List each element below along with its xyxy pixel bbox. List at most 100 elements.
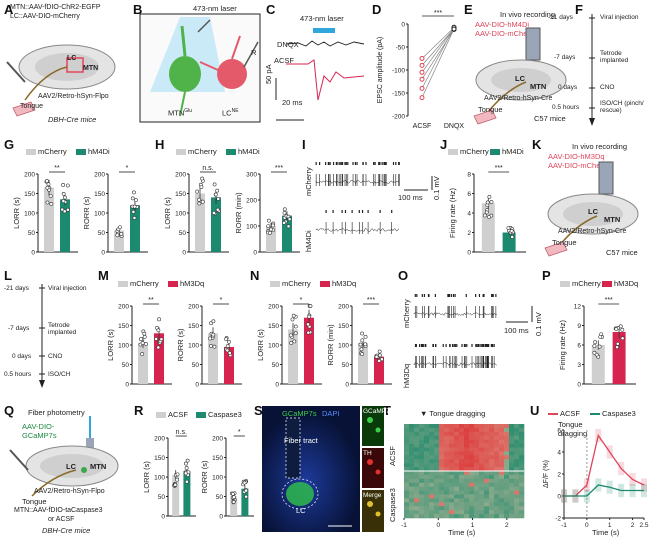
t-cell: [469, 490, 475, 495]
t-cell: [509, 467, 515, 472]
t-cell: [434, 490, 440, 495]
t-cell: [459, 459, 465, 464]
O-top-tick: [478, 294, 481, 297]
h-right-point: [282, 221, 286, 225]
t-cell: [434, 451, 440, 456]
n-right-point: [374, 354, 379, 359]
t-cell: [489, 486, 495, 491]
t-cell: [519, 424, 525, 429]
t-cell: [484, 463, 490, 468]
t-cell: [459, 474, 465, 480]
t-cell: [494, 431, 500, 437]
g-left-bar-0: [44, 187, 54, 252]
h-right-point: [268, 230, 273, 235]
t-cell: [519, 471, 525, 476]
t-cell: [434, 435, 440, 440]
t-cell: [449, 474, 455, 480]
t-cell: [409, 486, 415, 491]
t-cell: [519, 498, 525, 503]
t-cell: [449, 424, 455, 429]
t-cell: [509, 486, 515, 491]
l-step2-label: Tetrode implanted: [48, 322, 77, 336]
t-cell: [484, 467, 490, 472]
g-left-point: [65, 183, 70, 188]
t-cell: [444, 486, 450, 491]
n-left-point: [307, 314, 312, 319]
l-step3-time: 0 days: [12, 353, 32, 360]
d-ytick-label: -150: [392, 91, 405, 98]
a-tongue-label: Tongue: [20, 103, 43, 110]
t-cell: [439, 498, 445, 503]
h-right-ytick-label: 300: [246, 172, 257, 179]
t-cell: [509, 447, 515, 452]
d-point-acsf: [419, 76, 425, 82]
n-left-point: [306, 322, 310, 327]
t-cell: [519, 451, 525, 456]
t-cell: [459, 471, 465, 476]
t-cell: [444, 467, 450, 472]
n-left-ytick-label: 200: [268, 304, 279, 311]
u-sem-1: [561, 489, 567, 503]
e-lc-label: LC: [515, 74, 525, 83]
h-left-point: [195, 189, 200, 194]
t-cell: [489, 455, 495, 460]
t-cell: [509, 502, 515, 507]
t-cell: [489, 459, 495, 464]
t-cell: [514, 431, 520, 437]
q-title: Fiber photometry: [28, 408, 85, 417]
l-step4-time: 0.5 hours: [4, 371, 32, 378]
t-cell: [409, 490, 415, 495]
t-cell: [424, 474, 430, 480]
r-right-ytick-label: 150: [212, 455, 223, 462]
q-mtn-label: MTN: [90, 462, 107, 471]
t-cell: [414, 463, 420, 468]
p-bar-1: [612, 332, 626, 384]
t-cell: [509, 478, 515, 484]
t-cell: [484, 478, 490, 484]
t-cell: [404, 443, 410, 448]
p-point: [598, 334, 603, 339]
O-bot-tick: [466, 344, 468, 347]
n-left-chart: 0 50 100 150 200 LORR (s) *: [256, 297, 322, 389]
k-mouse-schematic: [544, 161, 639, 257]
t-cell: [479, 486, 485, 491]
r-left-point: [184, 479, 189, 484]
t-cell: [514, 506, 520, 511]
t-cell: [479, 431, 485, 437]
I-top-tick: [319, 162, 321, 165]
t-cell: [429, 510, 435, 515]
g-right-point: [130, 196, 135, 201]
O-bot-tick: [415, 344, 417, 347]
panel-label-t: T: [383, 403, 391, 418]
r-left-point: [185, 458, 190, 463]
t-cell: [504, 447, 510, 452]
u-sem-0: [629, 472, 636, 487]
t-cell: [484, 439, 490, 444]
t-cell: [519, 490, 525, 495]
t-cell: [474, 447, 480, 452]
O-top-tick: [448, 294, 451, 297]
t-cell: [484, 486, 490, 491]
I-top-tick: [378, 162, 380, 165]
t-cell: [404, 424, 410, 429]
m-left-point: [156, 328, 161, 333]
p-point: [620, 327, 625, 332]
t-cell: [504, 439, 510, 444]
t-cell: [434, 427, 440, 433]
r-left-ytick-label: 200: [154, 436, 165, 443]
r-left-ylabel: LORR (s): [142, 461, 151, 493]
t-row1-label: ACSF: [388, 445, 397, 466]
t-cell: [444, 498, 450, 503]
t-cell: [449, 439, 455, 444]
O-bot-tick: [420, 344, 423, 347]
O-bot-tick: [482, 344, 484, 347]
t-cell: [444, 514, 450, 519]
t-cell: [499, 474, 505, 480]
O-top-tick: [482, 294, 484, 297]
t-cell: [444, 471, 450, 476]
g-left-point: [61, 199, 66, 203]
t-cell: [504, 427, 510, 433]
q-line2: GCaMP7s: [22, 431, 57, 440]
t-cell: [504, 451, 510, 456]
s-title-dapi: DAPI: [322, 409, 340, 418]
